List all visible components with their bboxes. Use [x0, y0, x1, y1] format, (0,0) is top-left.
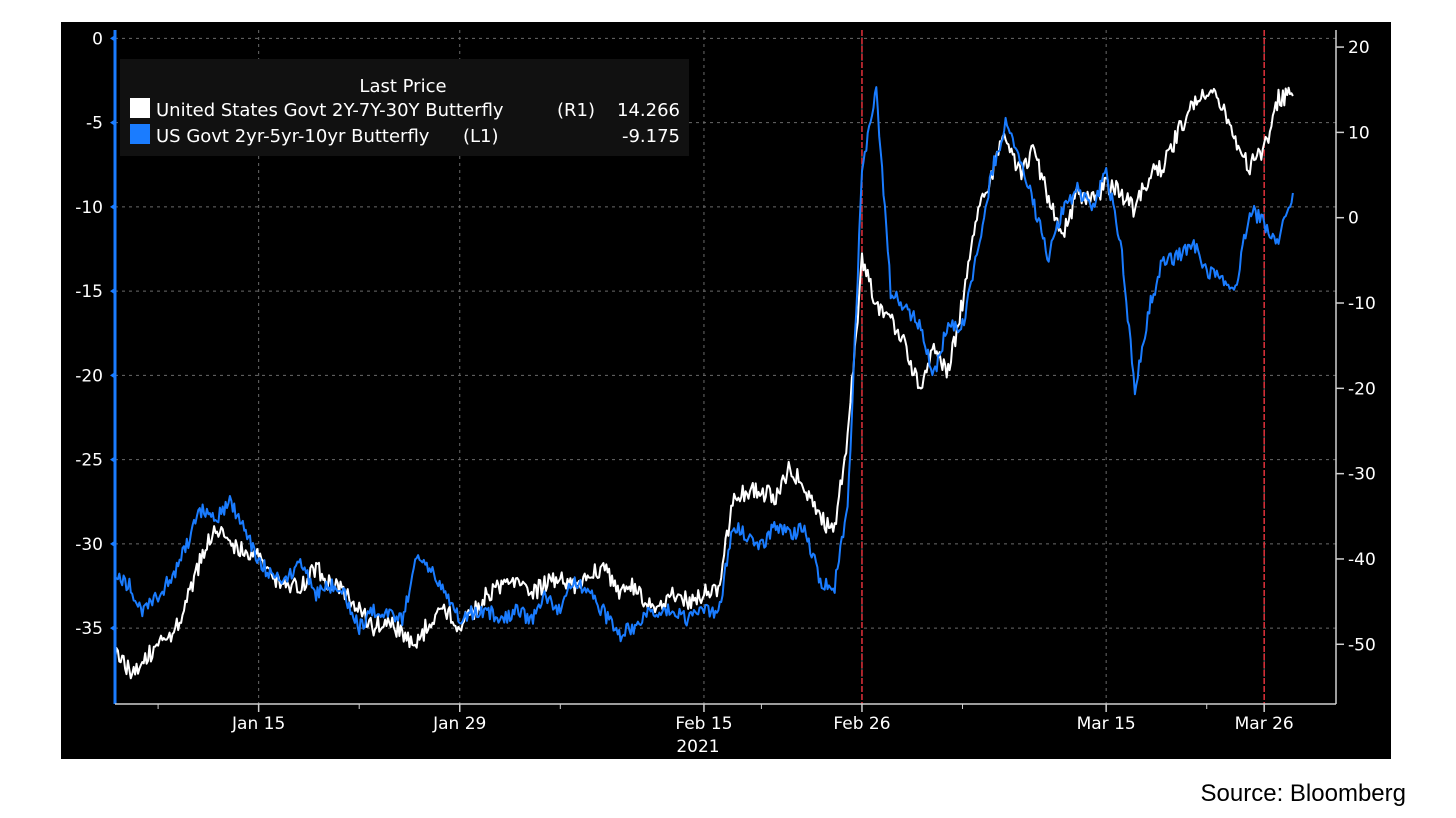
source-note: Source: Bloomberg [1200, 780, 1406, 807]
legend-swatch-2 [130, 124, 150, 144]
series [114, 86, 1294, 680]
right-axis-ticks: 20 10 0 -10 -20 -30 -40 -50 [1336, 38, 1376, 655]
left-axis-ticks: 0 -5 -10 -15 -20 -25 -30 -35 [75, 29, 116, 639]
x-axis-ticks: Jan 15 Jan 29 Feb 15 Feb 26 Mar 15 Mar 26 [157, 704, 1294, 734]
legend-axis-1: (R1) [557, 100, 595, 121]
left-tick-mark-7 [110, 624, 116, 633]
legend-axis-2: (L1) [463, 126, 499, 147]
right-tick-label-3: -10 [1348, 294, 1376, 314]
left-tick-mark-4 [110, 371, 116, 380]
legend-box [120, 59, 689, 156]
left-tick-label-3: -15 [75, 282, 103, 302]
year-label: 2021 [676, 737, 719, 757]
right-tick-label-1: 10 [1348, 123, 1370, 143]
legend-swatch-1 [130, 98, 150, 118]
legend-value-1: 14.266 [617, 100, 680, 121]
left-tick-mark-0 [110, 34, 116, 43]
legend-value-2: -9.175 [622, 126, 680, 147]
axes [113, 30, 1337, 705]
left-tick-label-0: 0 [92, 29, 103, 49]
left-tick-label-4: -20 [75, 366, 103, 386]
legend-label-1: United States Govt 2Y-7Y-30Y Butterfly [156, 100, 504, 121]
left-tick-mark-3 [110, 287, 116, 296]
left-tick-label-6: -30 [75, 535, 103, 555]
x-tick-label-0: Jan 15 [231, 714, 285, 734]
x-tick-label-4: Mar 15 [1077, 714, 1136, 734]
left-tick-label-2: -10 [75, 198, 103, 218]
left-tick-label-7: -35 [75, 619, 103, 639]
x-tick-label-3: Feb 26 [833, 714, 890, 734]
left-tick-mark-5 [110, 455, 116, 464]
left-tick-mark-6 [110, 539, 116, 548]
x-tick-label-1: Jan 29 [432, 714, 486, 734]
right-tick-label-2: 0 [1348, 209, 1359, 229]
left-tick-mark-2 [110, 202, 116, 211]
right-tick-label-4: -20 [1348, 379, 1376, 399]
right-tick-label-5: -30 [1348, 465, 1376, 485]
series-line-2 [114, 86, 1294, 643]
left-tick-label-5: -25 [75, 451, 103, 471]
legend-title: Last Price [359, 76, 446, 97]
right-tick-label-7: -50 [1348, 635, 1376, 655]
right-tick-label-6: -40 [1348, 550, 1376, 570]
right-tick-label-0: 20 [1348, 38, 1370, 58]
legend: Last Price United States Govt 2Y-7Y-30Y … [120, 59, 689, 156]
x-tick-label-5: Mar 26 [1235, 714, 1294, 734]
left-tick-label-1: -5 [86, 114, 103, 134]
legend-label-2: US Govt 2yr-5yr-10yr Butterfly [156, 126, 430, 147]
x-tick-label-2: Feb 15 [675, 714, 732, 734]
left-tick-mark-1 [110, 118, 116, 127]
